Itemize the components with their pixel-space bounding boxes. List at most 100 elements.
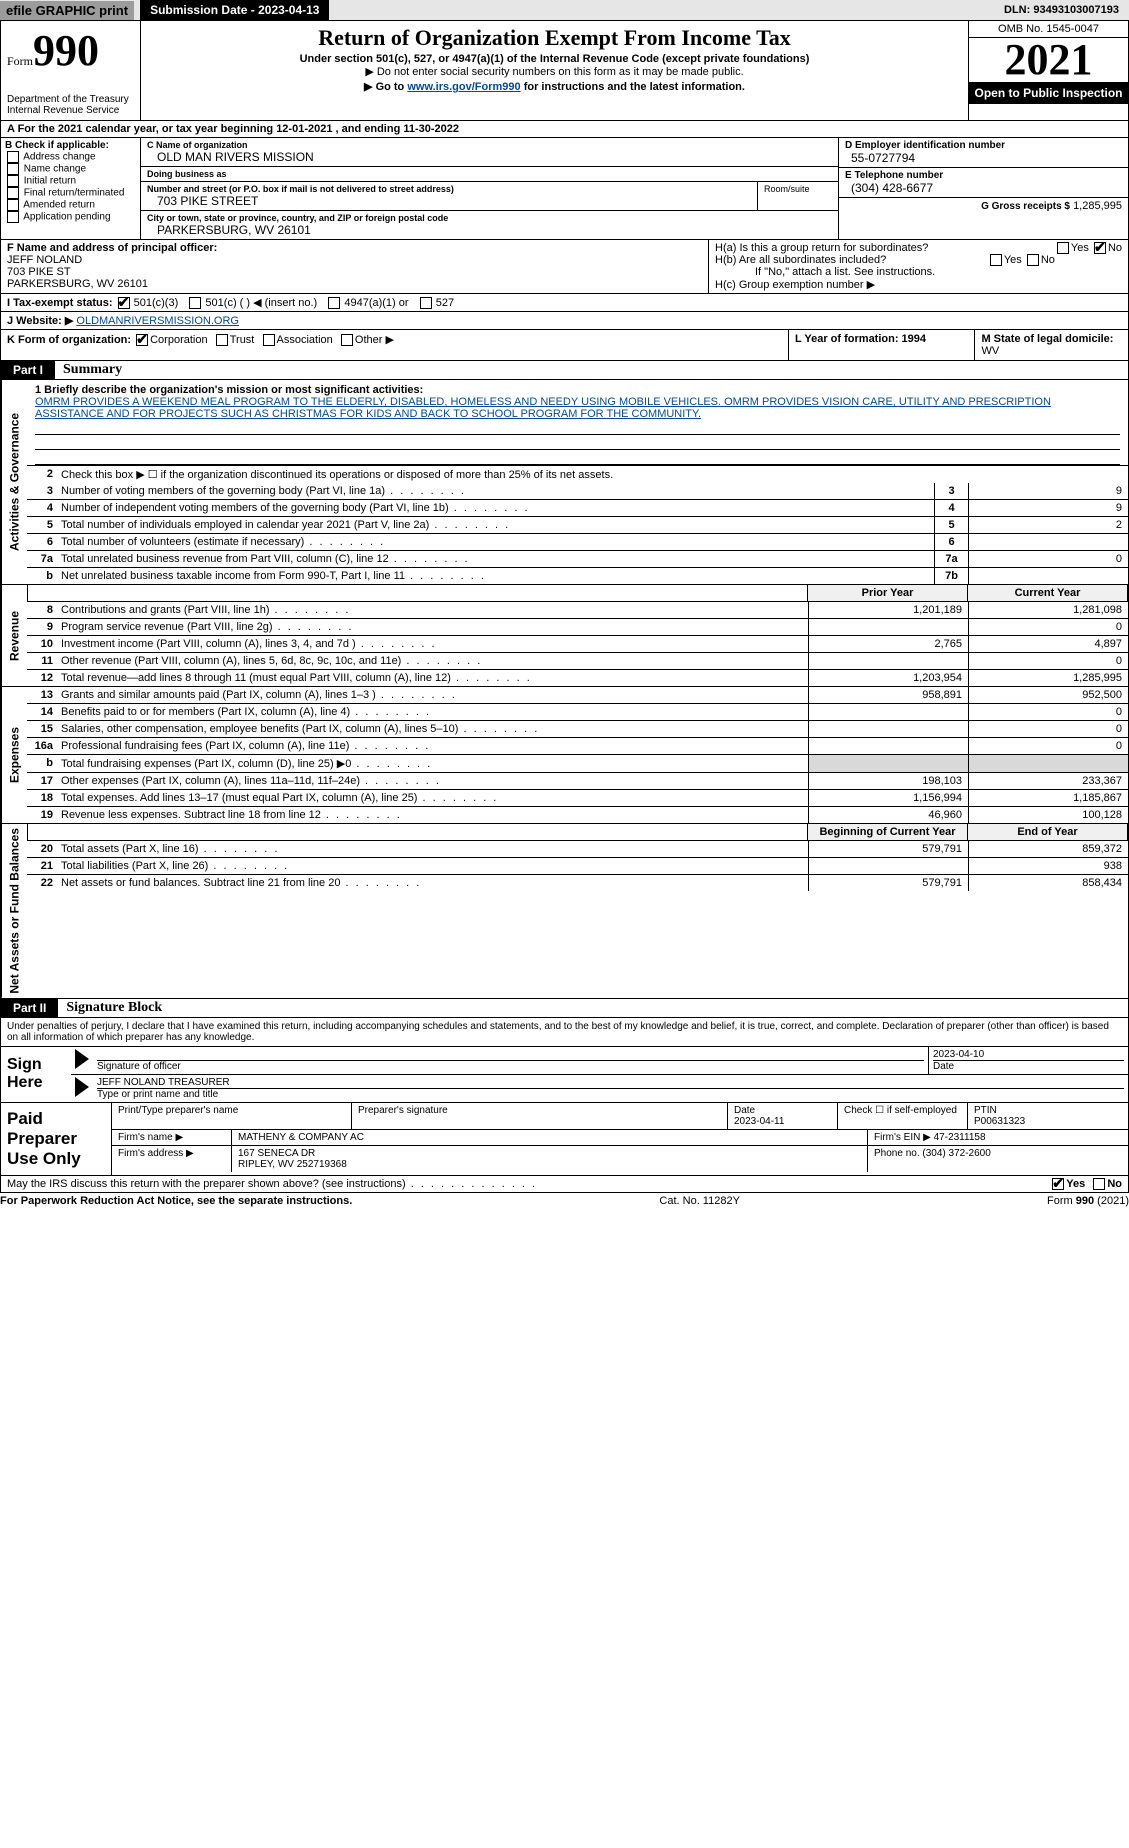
line2-desc: Check this box ▶ ☐ if the organization d… (57, 466, 1128, 483)
gross-receipts: 1,285,995 (1073, 200, 1122, 212)
chk-501c3[interactable] (118, 297, 130, 309)
ein: 55-0727794 (845, 151, 1122, 165)
summary-line: bTotal fundraising expenses (Part IX, co… (27, 754, 1128, 772)
department: Department of the Treasury Internal Reve… (7, 94, 134, 116)
chk-address-change[interactable] (7, 151, 19, 163)
paid-preparer-label: Paid Preparer Use Only (1, 1103, 111, 1175)
period-line: A For the 2021 calendar year, or tax yea… (0, 121, 1129, 138)
dln: DLN: 93493103007193 (994, 2, 1129, 18)
chk-app-pending[interactable] (7, 211, 19, 223)
signature-field[interactable]: Signature of officer (93, 1047, 928, 1074)
hb-no[interactable] (1027, 254, 1039, 266)
summary-line: 12Total revenue—add lines 8 through 11 (… (27, 669, 1128, 686)
hc-group-exemption: H(c) Group exemption number ▶ (715, 278, 1122, 291)
chk-other[interactable] (341, 334, 353, 346)
hb-yes[interactable] (990, 254, 1002, 266)
irs-link[interactable]: www.irs.gov/Form990 (407, 81, 520, 93)
summary-line: 3Number of voting members of the governi… (27, 483, 1128, 499)
ha-yes[interactable] (1057, 242, 1069, 254)
signature-block: Under penalties of perjury, I declare th… (0, 1018, 1129, 1176)
preparer-name-hdr: Print/Type preparer's name (112, 1103, 352, 1129)
summary-line: 11Other revenue (Part VIII, column (A), … (27, 652, 1128, 669)
chk-association[interactable] (263, 334, 275, 346)
self-employed-chk[interactable]: Check ☐ if self-employed (838, 1103, 968, 1129)
part-i-header: Part I Summary (0, 361, 1129, 380)
officer-addr1: 703 PIKE ST (7, 266, 702, 278)
korg-row: K Form of organization: Corporation Trus… (0, 330, 1129, 361)
summary-line: 18Total expenses. Add lines 13–17 (must … (27, 789, 1128, 806)
chk-name-change[interactable] (7, 163, 19, 175)
section-net-assets: Net Assets or Fund Balances Beginning of… (0, 824, 1129, 999)
summary-line: 21Total liabilities (Part X, line 26)938 (27, 857, 1128, 874)
summary-line: 5Total number of individuals employed in… (27, 516, 1128, 533)
summary-line: 19Revenue less expenses. Subtract line 1… (27, 806, 1128, 823)
arrow-icon (75, 1077, 89, 1097)
col-boy: Beginning of Current Year (807, 824, 967, 840)
firm-address: 167 SENECA DR RIPLEY, WV 252719368 (232, 1146, 868, 1172)
note-ssn: ▶ Do not enter social security numbers o… (147, 65, 962, 78)
summary-line: 10Investment income (Part VIII, column (… (27, 635, 1128, 652)
summary-line: 14Benefits paid to or for members (Part … (27, 703, 1128, 720)
chk-501c[interactable] (189, 297, 201, 309)
may-irs-discuss: May the IRS discuss this return with the… (0, 1176, 1129, 1193)
officer-name: JEFF NOLAND (7, 254, 702, 266)
may-irs-yes[interactable] (1052, 1178, 1064, 1190)
mission-text: OMRM PROVIDES A WEEKEND MEAL PROGRAM TO … (35, 396, 1120, 420)
sign-here-label: Sign Here (1, 1047, 71, 1102)
block-f-h: F Name and address of principal officer:… (0, 240, 1129, 294)
summary-line: 4Number of independent voting members of… (27, 499, 1128, 516)
chk-527[interactable] (420, 297, 432, 309)
signature-date: 2023-04-10 Date (928, 1047, 1128, 1074)
ptin: PTINP00631323 (968, 1103, 1128, 1129)
room-suite: Room/suite (758, 182, 838, 210)
ha-no[interactable] (1094, 242, 1106, 254)
tax-year: 2021 (969, 38, 1128, 82)
col-eoy: End of Year (967, 824, 1127, 840)
summary-line: 17Other expenses (Part IX, column (A), l… (27, 772, 1128, 789)
org-name: OLD MAN RIVERS MISSION (147, 150, 832, 164)
chk-4947[interactable] (328, 297, 340, 309)
preparer-date: Date2023-04-11 (728, 1103, 838, 1129)
summary-line: 20Total assets (Part X, line 16)579,7918… (27, 841, 1128, 857)
summary-line: 16aProfessional fundraising fees (Part I… (27, 737, 1128, 754)
summary-line: 7aTotal unrelated business revenue from … (27, 550, 1128, 567)
summary-line: 13Grants and similar amounts paid (Part … (27, 687, 1128, 703)
website-link[interactable]: OLDMANRIVERSMISSION.ORG (76, 315, 239, 327)
form-footer-right: Form 990 (2021) (1047, 1195, 1129, 1207)
form-header: Form990 Department of the Treasury Inter… (0, 21, 1129, 121)
chk-amended[interactable] (7, 199, 19, 211)
block-f: F Name and address of principal officer:… (1, 240, 708, 293)
submission-date: Submission Date - 2023-04-13 (140, 0, 329, 20)
perjury-declaration: Under penalties of perjury, I declare th… (1, 1018, 1128, 1046)
may-irs-no[interactable] (1093, 1178, 1105, 1190)
summary-line: bNet unrelated business taxable income f… (27, 567, 1128, 584)
chk-initial-return[interactable] (7, 175, 19, 187)
form-title: Return of Organization Exempt From Incom… (147, 25, 962, 51)
city-state-zip: PARKERSBURG, WV 26101 (147, 223, 832, 237)
arrow-icon (75, 1049, 89, 1069)
sidelabel-ag: Activities & Governance (1, 380, 27, 584)
page-footer: For Paperwork Reduction Act Notice, see … (0, 1193, 1129, 1209)
subtitle: Under section 501(c), 527, or 4947(a)(1)… (147, 53, 962, 65)
firm-phone: Phone no. (304) 372-2600 (868, 1146, 1128, 1172)
year-of-formation: L Year of formation: 1994 (789, 330, 975, 360)
chk-final-return[interactable] (7, 187, 19, 199)
sidelabel-net: Net Assets or Fund Balances (1, 824, 27, 998)
summary-line: 6Total number of volunteers (estimate if… (27, 533, 1128, 550)
note-link: ▶ Go to www.irs.gov/Form990 for instruct… (147, 80, 962, 93)
summary-line: 15Salaries, other compensation, employee… (27, 720, 1128, 737)
part-ii-header: Part II Signature Block (0, 999, 1129, 1018)
section-activities-governance: Activities & Governance 1 Briefly descri… (0, 380, 1129, 585)
summary-line: 8Contributions and grants (Part VIII, li… (27, 602, 1128, 618)
state-domicile: M State of legal domicile:WV (975, 330, 1119, 360)
chk-trust[interactable] (216, 334, 228, 346)
open-to-public: Open to Public Inspection (969, 82, 1128, 104)
top-bar: efile GRAPHIC print Submission Date - 20… (0, 0, 1129, 21)
firm-name: MATHENY & COMPANY AC (232, 1130, 868, 1145)
summary-line: 9Program service revenue (Part VIII, lin… (27, 618, 1128, 635)
sidelabel-exp: Expenses (1, 687, 27, 823)
mission-block: 1 Briefly describe the organization's mi… (27, 380, 1128, 465)
chk-corporation[interactable] (136, 334, 148, 346)
block-d-e-g: D Employer identification number 55-0727… (838, 138, 1128, 239)
officer-name-title: JEFF NOLAND TREASURER Type or print name… (93, 1075, 1128, 1102)
